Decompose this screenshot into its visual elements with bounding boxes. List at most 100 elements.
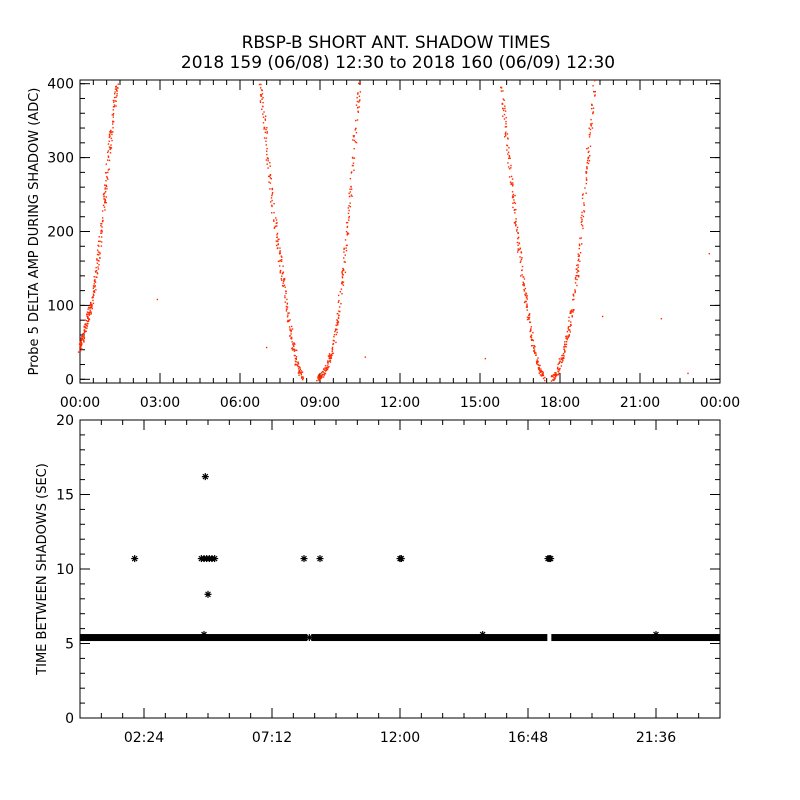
data-point — [590, 118, 592, 121]
data-series-segment — [258, 83, 304, 381]
data-point — [521, 274, 523, 276]
data-point — [537, 368, 540, 370]
data-point — [262, 101, 264, 104]
data-point — [539, 371, 542, 373]
y-tick-label: 0 — [65, 711, 74, 727]
data-point — [111, 123, 114, 125]
data-point — [567, 329, 570, 331]
data-point — [568, 335, 571, 337]
data-point — [271, 191, 274, 194]
data-point — [85, 319, 88, 322]
data-point — [581, 211, 583, 214]
data-point — [91, 307, 93, 310]
data-point — [511, 191, 514, 193]
data-point — [87, 316, 89, 318]
data-point — [328, 355, 330, 358]
data-point — [566, 337, 568, 339]
data-point — [276, 232, 279, 235]
data-point — [341, 272, 343, 274]
data-point — [93, 276, 95, 278]
data-point — [530, 337, 533, 339]
data-point — [281, 256, 283, 258]
x-tick-label: 16:48 — [508, 730, 548, 746]
data-point — [317, 375, 320, 378]
data-point — [112, 112, 115, 115]
data-point — [263, 126, 265, 129]
data-point — [557, 373, 560, 376]
data-point — [111, 133, 113, 136]
data-point — [539, 369, 542, 372]
data-point — [505, 116, 507, 119]
data-point — [586, 148, 588, 150]
data-point — [327, 360, 329, 362]
x-tick-label: 18:00 — [540, 395, 580, 411]
data-point — [330, 355, 332, 358]
data-point — [563, 346, 565, 348]
data-point — [352, 139, 354, 141]
data-point — [270, 177, 273, 180]
y-tick-label: 10 — [56, 562, 74, 578]
data-point — [560, 361, 563, 364]
data-point — [266, 127, 268, 129]
data-point — [558, 362, 560, 364]
data-point — [359, 82, 361, 84]
data-point — [517, 231, 519, 234]
data-point — [537, 363, 539, 366]
data-point — [112, 131, 114, 133]
data-point — [527, 314, 530, 316]
data-point — [102, 193, 105, 196]
data-point — [355, 119, 357, 122]
data-point — [347, 232, 349, 234]
data-point — [585, 171, 587, 173]
data-point — [526, 318, 529, 321]
data-point — [580, 221, 583, 223]
data-point — [80, 339, 83, 342]
data-point — [319, 378, 321, 380]
data-point — [331, 348, 334, 351]
outlier-point — [708, 252, 711, 255]
data-point — [503, 99, 505, 101]
data-point — [526, 304, 528, 307]
data-point — [358, 95, 361, 97]
data-point — [105, 163, 107, 165]
data-point — [283, 279, 285, 281]
data-point — [333, 336, 335, 338]
data-point — [352, 135, 355, 137]
data-point — [275, 217, 277, 219]
data-point — [581, 214, 583, 217]
data-point — [508, 166, 510, 168]
data-point — [501, 107, 504, 110]
data-point — [265, 140, 267, 142]
data-point — [115, 88, 118, 90]
data-point — [579, 237, 581, 240]
data-point — [505, 134, 507, 137]
data-point — [108, 146, 111, 148]
data-point — [341, 270, 344, 272]
data-point — [523, 289, 525, 291]
data-point — [321, 373, 323, 375]
data-point — [527, 316, 530, 319]
data-point — [94, 286, 96, 288]
data-point — [261, 89, 263, 92]
data-point — [287, 314, 289, 316]
data-point — [295, 361, 297, 363]
data-point — [276, 225, 278, 227]
data-point — [512, 182, 514, 184]
data-point — [104, 187, 107, 189]
data-point — [281, 284, 284, 287]
data-point — [517, 249, 519, 252]
data-point — [268, 181, 270, 183]
data-point — [96, 276, 98, 278]
data-point — [535, 360, 538, 363]
data-point — [281, 275, 283, 277]
data-point — [568, 334, 570, 336]
data-point — [299, 367, 301, 369]
data-point — [359, 99, 361, 101]
data-point — [520, 275, 522, 277]
data-point — [93, 289, 95, 292]
data-point — [560, 358, 562, 361]
data-point — [324, 367, 326, 369]
data-point — [80, 341, 82, 343]
data-point — [517, 237, 519, 240]
data-point — [282, 282, 284, 284]
